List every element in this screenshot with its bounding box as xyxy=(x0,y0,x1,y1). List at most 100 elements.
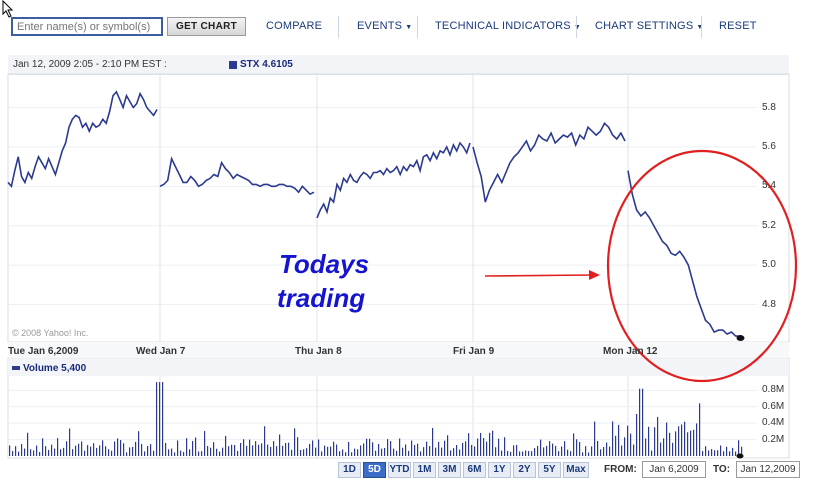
volume-bar xyxy=(486,441,488,456)
volume-bar xyxy=(462,442,464,456)
range-button-ytd[interactable]: YTD xyxy=(388,462,411,478)
volume-bar xyxy=(150,444,152,456)
volume-bar xyxy=(345,452,347,456)
volume-bar xyxy=(279,434,281,456)
volume-bar xyxy=(441,447,443,456)
volume-bar xyxy=(120,440,122,456)
time-range-selector: 1D 5D YTD 1M 3M 6M 1Y 2Y 5Y Max xyxy=(338,462,591,478)
volume-bar xyxy=(678,426,680,456)
volume-bar xyxy=(465,441,467,456)
volume-tick-label: 0.4M xyxy=(762,417,785,429)
date-tick-label: Fri Jan 9 xyxy=(453,346,495,357)
range-button-1m[interactable]: 1M xyxy=(413,462,436,478)
chart-date-range: Jan 12, 2009 2:05 - 2:10 PM EST : xyxy=(13,59,167,70)
volume-bar xyxy=(90,446,92,456)
volume-bar xyxy=(645,438,647,456)
dropdown-arrow-icon: ▼ xyxy=(696,24,704,31)
volume-bar xyxy=(495,447,497,456)
volume-bar xyxy=(252,445,254,456)
volume-legend: Volume 5,400 xyxy=(23,363,87,374)
volume-bar xyxy=(582,452,584,456)
from-date-input[interactable]: Jan 6,2009 xyxy=(642,461,706,478)
volume-bar xyxy=(453,448,455,456)
chart-settings-menu[interactable]: CHART SETTINGS ▼ xyxy=(595,20,704,32)
compare-menu[interactable]: COMPARE xyxy=(266,20,322,32)
volume-bar xyxy=(330,446,332,456)
volume-bar xyxy=(81,441,83,456)
volume-bar xyxy=(204,431,206,456)
volume-bar xyxy=(537,445,539,456)
volume-info-bar xyxy=(8,359,789,376)
volume-bar xyxy=(726,446,728,456)
volume-bar xyxy=(312,440,314,456)
volume-bar xyxy=(315,447,317,456)
volume-bar xyxy=(273,441,275,456)
range-button-3m[interactable]: 3M xyxy=(438,462,461,478)
volume-bar xyxy=(351,452,353,456)
volume-bar xyxy=(219,451,221,456)
reset-button[interactable]: RESET xyxy=(719,20,757,32)
series-swatch xyxy=(229,61,237,69)
volume-bar xyxy=(48,449,50,456)
volume-bar xyxy=(117,438,119,456)
volume-bar xyxy=(621,445,623,456)
price-tick-label: 5.8 xyxy=(762,101,776,113)
volume-bar xyxy=(468,433,470,456)
volume-bar xyxy=(285,442,287,456)
volume-bar xyxy=(654,427,656,456)
volume-bar xyxy=(45,446,47,456)
volume-bar xyxy=(354,448,356,456)
to-date-input[interactable]: Jan 12,2009 xyxy=(736,461,800,478)
range-button-1d[interactable]: 1D xyxy=(338,462,361,478)
get-chart-button[interactable]: GET CHART xyxy=(167,17,246,36)
volume-bar xyxy=(603,447,605,456)
date-tick-label: Tue Jan 6,2009 xyxy=(8,346,79,357)
volume-bar xyxy=(66,441,68,456)
range-button-2y[interactable]: 2Y xyxy=(513,462,536,478)
volume-bar xyxy=(375,450,377,456)
volume-bar xyxy=(162,382,164,456)
volume-bar xyxy=(180,450,182,456)
volume-bar xyxy=(18,451,20,456)
volume-bar xyxy=(183,451,185,456)
events-menu[interactable]: EVENTS ▼ xyxy=(357,20,412,32)
range-button-max[interactable]: Max xyxy=(563,462,589,478)
volume-bar xyxy=(687,432,689,456)
volume-bar xyxy=(570,451,572,456)
price-tick-label: 5.2 xyxy=(762,219,776,231)
dropdown-arrow-icon: ▼ xyxy=(405,24,413,31)
volume-bar xyxy=(195,437,197,456)
volume-bar xyxy=(729,451,731,456)
toolbar-divider xyxy=(701,16,702,38)
volume-bar xyxy=(423,447,425,456)
annotation-overlay xyxy=(484,149,798,383)
volume-bar xyxy=(459,449,461,456)
technical-indicators-menu[interactable]: TECHNICAL INDICATORS ▼ xyxy=(435,20,581,32)
volume-bar xyxy=(564,441,566,456)
volume-swatch xyxy=(12,366,20,370)
price-line-segment xyxy=(472,121,626,203)
range-button-5y[interactable]: 5Y xyxy=(538,462,561,478)
volume-bar xyxy=(192,441,194,456)
volume-bar xyxy=(369,438,371,456)
volume-bar xyxy=(522,451,524,456)
compare-label: COMPARE xyxy=(266,20,323,32)
events-label: EVENTS xyxy=(357,20,403,32)
price-line-segment xyxy=(627,170,740,337)
toolbar-divider xyxy=(338,16,339,38)
volume-bar xyxy=(738,440,740,456)
range-button-5d[interactable]: 5D xyxy=(363,462,386,478)
symbol-search-input[interactable] xyxy=(11,17,163,36)
volume-bar xyxy=(444,440,446,456)
range-button-6m[interactable]: 6M xyxy=(463,462,486,478)
range-button-1y[interactable]: 1Y xyxy=(488,462,511,478)
volume-bar xyxy=(102,440,104,456)
volume-bar xyxy=(309,443,311,456)
volume-bar xyxy=(306,448,308,456)
volume-bar xyxy=(384,447,386,456)
volume-bar xyxy=(609,446,611,456)
toolbar-divider xyxy=(576,16,577,38)
volume-bar xyxy=(156,382,158,456)
volume-bar xyxy=(642,388,644,456)
volume-bar xyxy=(60,449,62,456)
